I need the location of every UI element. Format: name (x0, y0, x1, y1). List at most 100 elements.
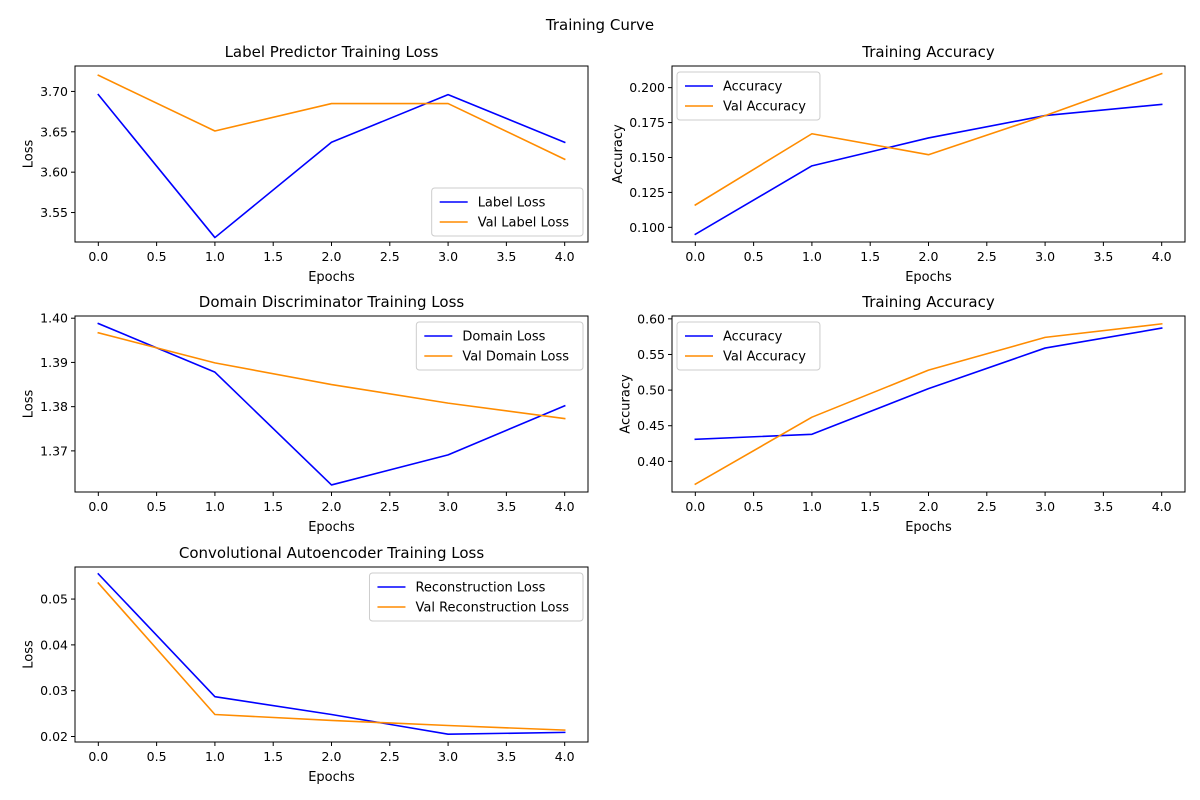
figure-title: Training Curve (545, 16, 654, 34)
x-tick-label: 3.0 (438, 749, 458, 764)
legend: Reconstruction Loss Val Reconstruction Lo… (368, 572, 584, 622)
series-line-train (694, 103, 1163, 236)
x-tick-label: 2.0 (322, 499, 342, 514)
y-tick-label: 0.40 (637, 454, 665, 469)
x-tick-label: 4.0 (1152, 249, 1172, 264)
legend-label: Val Accuracy (723, 100, 806, 115)
x-axis-label: Epochs (308, 270, 355, 285)
series-line-val (97, 74, 566, 161)
y-tick-label: 0.200 (629, 80, 665, 95)
x-tick-label: 0.5 (744, 249, 764, 264)
x-tick-label: 1.0 (802, 499, 822, 514)
y-tick-label: 3.70 (40, 84, 68, 99)
y-axis-label: Loss (22, 140, 37, 169)
x-tick-label: 0.5 (744, 499, 764, 514)
y-tick-label: 0.45 (637, 418, 665, 433)
x-tick-label: 3.0 (1035, 499, 1055, 514)
series-line-val (97, 581, 566, 731)
x-tick-label: 2.0 (919, 249, 939, 264)
y-tick-label: 3.60 (40, 165, 68, 180)
x-tick-label: 0.0 (88, 749, 108, 764)
chart-panel: Convolutional Autoencoder Training Loss 0… (22, 544, 589, 785)
x-tick-label: 2.5 (977, 499, 997, 514)
x-axis-label: Epochs (308, 520, 355, 535)
series-line-train (97, 572, 566, 736)
x-tick-label: 1.0 (802, 249, 822, 264)
x-tick-label: 1.0 (205, 249, 225, 264)
x-tick-label: 2.5 (380, 499, 400, 514)
legend-label: Label Loss (478, 196, 546, 211)
y-tick-label: 0.02 (40, 729, 68, 744)
y-tick-label: 0.175 (629, 115, 665, 130)
legend-frame (676, 71, 821, 121)
y-axis-label: Accuracy (611, 124, 626, 184)
x-tick-label: 2.0 (919, 499, 939, 514)
y-tick-label: 0.50 (637, 383, 665, 398)
x-tick-label: 0.0 (88, 249, 108, 264)
chart-title: Training Accuracy (861, 43, 995, 61)
y-axis-label: Loss (22, 390, 37, 419)
y-tick-label: 1.39 (40, 355, 68, 370)
legend: Accuracy Val Accuracy (676, 71, 821, 121)
legend-frame (415, 321, 584, 371)
x-tick-label: 3.5 (496, 749, 516, 764)
series-line-val (97, 331, 566, 420)
y-tick-label: 1.38 (40, 399, 68, 414)
y-tick-label: 3.65 (40, 124, 68, 139)
x-tick-label: 4.0 (1152, 499, 1172, 514)
chart-title: Convolutional Autoencoder Training Loss (179, 544, 484, 562)
legend-frame (431, 187, 584, 237)
x-tick-label: 0.0 (88, 499, 108, 514)
x-axis-label: Epochs (905, 270, 952, 285)
y-tick-label: 0.125 (629, 185, 665, 200)
chart-title: Training Accuracy (861, 293, 995, 311)
chart-panel: Training Accuracy 0.0 0.5 1.0 1.5 2.0 2.5 3.0 3.… (619, 293, 1186, 535)
x-tick-label: 1.5 (860, 499, 880, 514)
y-tick-label: 0.04 (40, 637, 68, 652)
chart-panel: Label Predictor Training Loss 0.0 0.5 1.0 1.… (22, 43, 589, 285)
x-tick-label: 0.0 (685, 249, 705, 264)
x-tick-label: 2.5 (380, 749, 400, 764)
legend-label: Val Domain Loss (462, 350, 569, 365)
legend-label: Reconstruction Loss (415, 581, 545, 596)
legend-label: Val Reconstruction Loss (415, 601, 569, 616)
x-tick-label: 0.5 (147, 499, 167, 514)
y-tick-label: 1.37 (40, 443, 68, 458)
legend-label: Val Label Loss (478, 216, 570, 231)
y-tick-label: 0.03 (40, 683, 68, 698)
x-tick-label: 1.5 (860, 249, 880, 264)
legend: Label Loss Val Label Loss (431, 187, 584, 237)
x-tick-label: 4.0 (555, 749, 575, 764)
x-tick-label: 3.0 (438, 499, 458, 514)
y-tick-label: 0.100 (629, 220, 665, 235)
x-tick-label: 2.0 (322, 749, 342, 764)
x-tick-label: 1.0 (205, 749, 225, 764)
y-axis-label: Accuracy (619, 374, 634, 434)
legend-label: Domain Loss (462, 330, 545, 345)
x-tick-label: 3.5 (496, 499, 516, 514)
x-tick-label: 3.0 (1035, 249, 1055, 264)
y-tick-label: 3.55 (40, 205, 68, 220)
legend: Domain Loss Val Domain Loss (415, 321, 584, 371)
chart-panel: Domain Discriminator Training Loss 0.0 0.5… (22, 293, 589, 535)
chart-title: Label Predictor Training Loss (225, 43, 439, 61)
series-line-val (694, 322, 1163, 486)
x-tick-label: 0.5 (147, 249, 167, 264)
legend-frame (676, 321, 821, 371)
x-tick-label: 0.0 (685, 499, 705, 514)
x-tick-label: 1.0 (205, 499, 225, 514)
x-tick-label: 3.5 (1093, 499, 1113, 514)
x-tick-label: 2.0 (322, 249, 342, 264)
series-line-train (97, 322, 566, 486)
y-tick-label: 0.60 (637, 311, 665, 326)
y-tick-label: 0.150 (629, 150, 665, 165)
x-tick-label: 4.0 (555, 249, 575, 264)
chart-title: Domain Discriminator Training Loss (199, 293, 465, 311)
series-line-val (694, 72, 1163, 207)
legend-label: Accuracy (723, 330, 783, 345)
legend-label: Val Accuracy (723, 350, 806, 365)
x-tick-label: 1.5 (263, 749, 283, 764)
x-tick-label: 0.5 (147, 749, 167, 764)
legend: Accuracy Val Accuracy (676, 321, 821, 371)
